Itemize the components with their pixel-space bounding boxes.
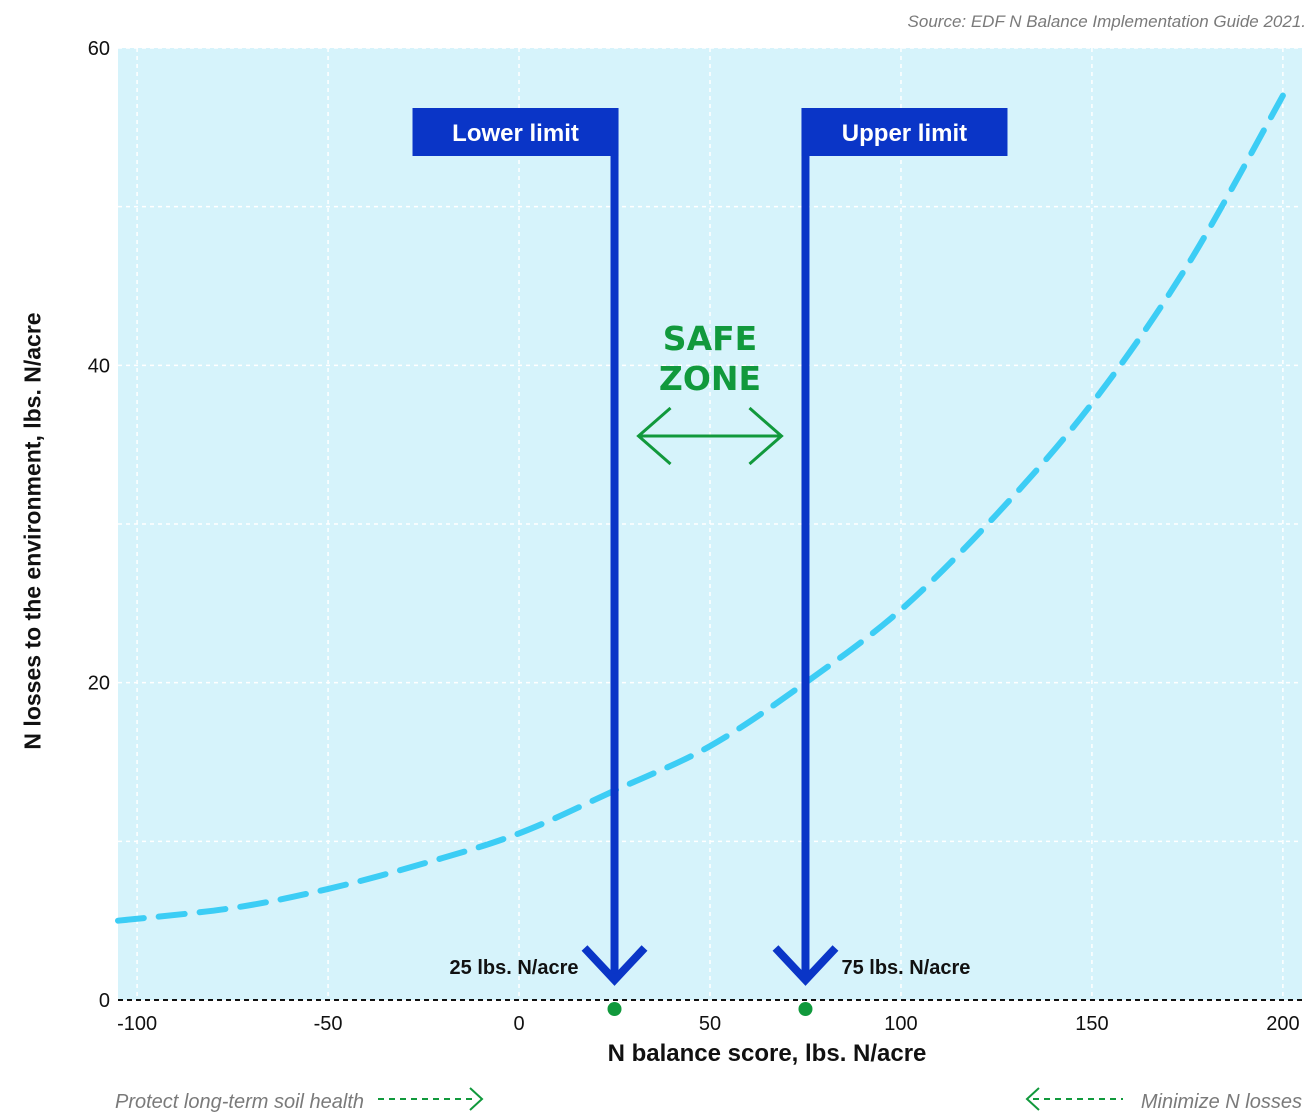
n-loss-curve xyxy=(115,92,1286,924)
x-tick-label: 0 xyxy=(513,1013,524,1035)
y-tick-label: 60 xyxy=(88,38,110,60)
limits-layer: Lower limit 25 lbs. N/acre Upper limit 75 l… xyxy=(412,108,1008,1016)
y-tick-label: 0 xyxy=(99,990,110,1012)
lower-limit-marker: Lower limit 25 lbs. N/acre xyxy=(412,108,648,1016)
x-tick-label: 100 xyxy=(884,1013,917,1035)
limit-label: Lower limit xyxy=(452,120,579,147)
dashed-arrow-right-icon xyxy=(377,1087,484,1111)
safe-zone-label: ZONE xyxy=(659,359,761,398)
limit-value-label: 25 lbs. N/acre xyxy=(450,957,579,979)
axis-ticks: -100 -50 0 50 100 150 200 0 20 40 60 xyxy=(88,38,1300,1035)
y-tick-label: 20 xyxy=(88,673,110,695)
note-minimize-losses: Minimize N losses xyxy=(1025,1086,1302,1114)
note-right-text: Minimize N losses xyxy=(1140,1091,1302,1113)
limit-arrowhead xyxy=(581,945,648,986)
source-note: Source: EDF N Balance Implementation Gui… xyxy=(907,12,1306,31)
grid-lines xyxy=(118,47,1302,1000)
x-tick-label: 50 xyxy=(699,1013,721,1035)
limit-dot xyxy=(798,1002,813,1016)
safe-zone-arrowhead-right xyxy=(748,406,784,466)
limit-label-box xyxy=(801,108,1008,156)
note-left-text: Protect long-term soil health xyxy=(115,1091,365,1113)
y-axis-label: N losses to the environment, lbs. N/acre xyxy=(19,312,46,750)
safe-zone-arrowhead-left xyxy=(636,406,672,466)
x-tick-label: 150 xyxy=(1075,1013,1108,1035)
note-protect-soil-health: Protect long-term soil health xyxy=(115,1086,488,1114)
safe-zone-label: SAFE xyxy=(663,319,757,358)
upper-limit-marker: Upper limit 75 lbs. N/acre xyxy=(772,108,1008,1016)
limit-value-label: 75 lbs. N/acre xyxy=(841,957,970,979)
limit-dot xyxy=(607,1002,622,1016)
x-tick-label: 200 xyxy=(1266,1013,1299,1035)
curve-layer xyxy=(115,92,1286,924)
x-tick-label: -50 xyxy=(314,1013,343,1035)
dashed-arrow-left-icon xyxy=(1025,1087,1124,1111)
limit-label: Upper limit xyxy=(842,120,967,147)
y-tick-label: 40 xyxy=(88,355,110,377)
limit-arrowhead xyxy=(772,945,839,986)
limit-label-box xyxy=(412,108,619,156)
x-tick-label: -100 xyxy=(117,1013,157,1035)
x-axis-label: N balance score, lbs. N/acre xyxy=(607,1040,927,1067)
